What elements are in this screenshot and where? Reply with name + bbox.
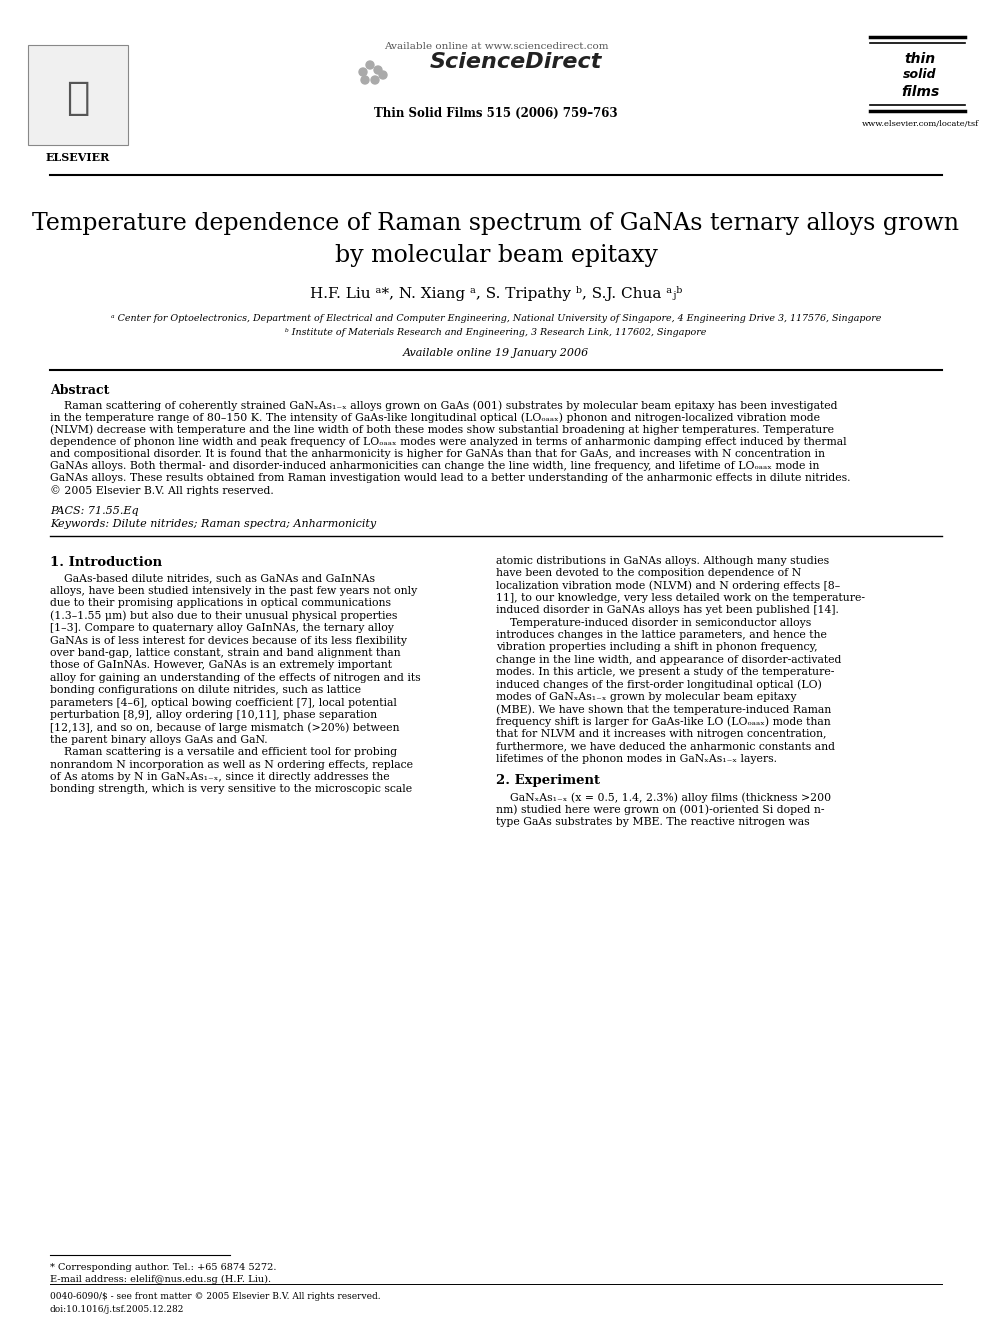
Text: modes of GaNₓAs₁₋ₓ grown by molecular beam epitaxy: modes of GaNₓAs₁₋ₓ grown by molecular be… xyxy=(496,692,797,703)
Text: Keywords: Dilute nitrides; Raman spectra; Anharmonicity: Keywords: Dilute nitrides; Raman spectra… xyxy=(50,519,376,529)
Text: 1. Introduction: 1. Introduction xyxy=(50,556,162,569)
Text: type GaAs substrates by MBE. The reactive nitrogen was: type GaAs substrates by MBE. The reactiv… xyxy=(496,818,809,827)
Text: dependence of phonon line width and peak frequency of LOₒₐₐₓ modes were analyzed: dependence of phonon line width and peak… xyxy=(50,437,846,447)
Text: GaNAs alloys. Both thermal- and disorder-induced anharmonicities can change the : GaNAs alloys. Both thermal- and disorder… xyxy=(50,460,819,471)
Text: vibration properties including a shift in phonon frequency,: vibration properties including a shift i… xyxy=(496,643,817,652)
Circle shape xyxy=(371,75,379,83)
Text: (1.3–1.55 μm) but also due to their unusual physical properties: (1.3–1.55 μm) but also due to their unus… xyxy=(50,611,398,622)
Text: those of GaInNAs. However, GaNAs is an extremely important: those of GaInNAs. However, GaNAs is an e… xyxy=(50,660,392,671)
Text: localization vibration mode (NLVM) and N ordering effects [8–: localization vibration mode (NLVM) and N… xyxy=(496,581,840,591)
Text: www.elsevier.com/locate/tsf: www.elsevier.com/locate/tsf xyxy=(861,120,979,128)
Text: (NLVM) decrease with temperature and the line width of both these modes show sub: (NLVM) decrease with temperature and the… xyxy=(50,425,834,435)
Text: ScienceDirect: ScienceDirect xyxy=(430,52,602,71)
Circle shape xyxy=(374,66,382,74)
Text: in the temperature range of 80–150 K. The intensity of GaAs-like longitudinal op: in the temperature range of 80–150 K. Th… xyxy=(50,413,820,423)
Text: GaNAs is of less interest for devices because of its less flexibility: GaNAs is of less interest for devices be… xyxy=(50,635,407,646)
Text: solid: solid xyxy=(903,67,936,81)
Text: [12,13], and so on, because of large mismatch (>20%) between: [12,13], and so on, because of large mis… xyxy=(50,722,400,733)
Text: atomic distributions in GaNAs alloys. Although many studies: atomic distributions in GaNAs alloys. Al… xyxy=(496,556,829,566)
Text: of As atoms by N in GaNₓAs₁₋ₓ, since it directly addresses the: of As atoms by N in GaNₓAs₁₋ₓ, since it … xyxy=(50,773,390,782)
Text: Temperature dependence of Raman spectrum of GaNAs ternary alloys grown: Temperature dependence of Raman spectrum… xyxy=(33,212,959,235)
Text: GaNₓAs₁₋ₓ (x = 0.5, 1.4, 2.3%) alloy films (thickness >200: GaNₓAs₁₋ₓ (x = 0.5, 1.4, 2.3%) alloy fil… xyxy=(496,792,831,803)
Text: ELSEVIER: ELSEVIER xyxy=(46,152,110,163)
Text: due to their promising applications in optical communications: due to their promising applications in o… xyxy=(50,598,391,609)
Text: alloys, have been studied intensively in the past few years not only: alloys, have been studied intensively in… xyxy=(50,586,418,595)
Text: doi:10.1016/j.tsf.2005.12.282: doi:10.1016/j.tsf.2005.12.282 xyxy=(50,1304,185,1314)
Text: H.F. Liu ᵃ*, N. Xiang ᵃ, S. Tripathy ᵇ, S.J. Chua ᵃⱼᵇ: H.F. Liu ᵃ*, N. Xiang ᵃ, S. Tripathy ᵇ, … xyxy=(310,286,682,302)
Text: [1–3]. Compare to quaternary alloy GaInNAs, the ternary alloy: [1–3]. Compare to quaternary alloy GaInN… xyxy=(50,623,394,634)
Text: ᵇ Institute of Materials Research and Engineering, 3 Research Link, 117602, Sing: ᵇ Institute of Materials Research and En… xyxy=(286,328,706,337)
Text: Available online at www.sciencedirect.com: Available online at www.sciencedirect.co… xyxy=(384,42,608,52)
Text: thin: thin xyxy=(905,52,935,66)
Circle shape xyxy=(361,75,369,83)
Text: * Corresponding author. Tel.: +65 6874 5272.: * Corresponding author. Tel.: +65 6874 5… xyxy=(50,1263,277,1271)
Circle shape xyxy=(359,67,367,75)
Text: (MBE). We have shown that the temperature-induced Raman: (MBE). We have shown that the temperatur… xyxy=(496,704,831,714)
Text: induced disorder in GaNAs alloys has yet been published [14].: induced disorder in GaNAs alloys has yet… xyxy=(496,605,839,615)
Text: GaNAs alloys. These results obtained from Raman investigation would lead to a be: GaNAs alloys. These results obtained fro… xyxy=(50,474,850,483)
Text: have been devoted to the composition dependence of N: have been devoted to the composition dep… xyxy=(496,568,802,578)
Text: modes. In this article, we present a study of the temperature-: modes. In this article, we present a stu… xyxy=(496,667,834,677)
Text: bonding strength, which is very sensitive to the microscopic scale: bonding strength, which is very sensitiv… xyxy=(50,785,412,794)
Text: 0040-6090/$ - see front matter © 2005 Elsevier B.V. All rights reserved.: 0040-6090/$ - see front matter © 2005 El… xyxy=(50,1293,381,1301)
Text: Abstract: Abstract xyxy=(50,384,109,397)
Text: nonrandom N incorporation as well as N ordering effects, replace: nonrandom N incorporation as well as N o… xyxy=(50,759,413,770)
Text: the parent binary alloys GaAs and GaN.: the parent binary alloys GaAs and GaN. xyxy=(50,734,268,745)
Text: by molecular beam epitaxy: by molecular beam epitaxy xyxy=(334,243,658,267)
Text: and compositional disorder. It is found that the anharmonicity is higher for GaN: and compositional disorder. It is found … xyxy=(50,448,825,459)
Text: furthermore, we have deduced the anharmonic constants and: furthermore, we have deduced the anharmo… xyxy=(496,742,835,751)
Text: nm) studied here were grown on (001)-oriented Si doped n-: nm) studied here were grown on (001)-ori… xyxy=(496,804,824,815)
Text: lifetimes of the phonon modes in GaNₓAs₁₋ₓ layers.: lifetimes of the phonon modes in GaNₓAs₁… xyxy=(496,754,777,763)
Text: perturbation [8,9], alloy ordering [10,11], phase separation: perturbation [8,9], alloy ordering [10,1… xyxy=(50,710,377,720)
Circle shape xyxy=(366,61,374,69)
Text: Thin Solid Films 515 (2006) 759–763: Thin Solid Films 515 (2006) 759–763 xyxy=(374,107,618,120)
Text: parameters [4–6], optical bowing coefficient [7], local potential: parameters [4–6], optical bowing coeffic… xyxy=(50,697,397,708)
Text: ᵃ Center for Optoelectronics, Department of Electrical and Computer Engineering,: ᵃ Center for Optoelectronics, Department… xyxy=(111,314,881,323)
Text: over band-gap, lattice constant, strain and band alignment than: over band-gap, lattice constant, strain … xyxy=(50,648,401,658)
Text: that for NLVM and it increases with nitrogen concentration,: that for NLVM and it increases with nitr… xyxy=(496,729,826,740)
FancyBboxPatch shape xyxy=(28,45,128,146)
Text: introduces changes in the lattice parameters, and hence the: introduces changes in the lattice parame… xyxy=(496,630,827,640)
Text: induced changes of the first-order longitudinal optical (LO): induced changes of the first-order longi… xyxy=(496,680,822,691)
Text: PACS: 71.55.Eq: PACS: 71.55.Eq xyxy=(50,505,139,516)
Text: Temperature-induced disorder in semiconductor alloys: Temperature-induced disorder in semicond… xyxy=(496,618,811,627)
Text: Available online 19 January 2006: Available online 19 January 2006 xyxy=(403,348,589,359)
Text: alloy for gaining an understanding of the effects of nitrogen and its: alloy for gaining an understanding of th… xyxy=(50,673,421,683)
Text: 11], to our knowledge, very less detailed work on the temperature-: 11], to our knowledge, very less detaile… xyxy=(496,593,865,603)
Text: bonding configurations on dilute nitrides, such as lattice: bonding configurations on dilute nitride… xyxy=(50,685,361,695)
Text: Raman scattering is a versatile and efficient tool for probing: Raman scattering is a versatile and effi… xyxy=(50,747,397,757)
Text: Raman scattering of coherently strained GaNₓAs₁₋ₓ alloys grown on GaAs (001) sub: Raman scattering of coherently strained … xyxy=(50,400,837,410)
Text: E-mail address: elelif@nus.edu.sg (H.F. Liu).: E-mail address: elelif@nus.edu.sg (H.F. … xyxy=(50,1275,271,1285)
Text: change in the line width, and appearance of disorder-activated: change in the line width, and appearance… xyxy=(496,655,841,664)
Text: films: films xyxy=(901,85,939,99)
Text: GaAs-based dilute nitrides, such as GaNAs and GaInNAs: GaAs-based dilute nitrides, such as GaNA… xyxy=(50,574,375,583)
Text: frequency shift is larger for GaAs-like LO (LOₒₐₐₓ) mode than: frequency shift is larger for GaAs-like … xyxy=(496,717,830,728)
Text: ❧: ❧ xyxy=(66,79,89,116)
Text: 2. Experiment: 2. Experiment xyxy=(496,774,600,787)
Circle shape xyxy=(379,71,387,79)
Text: © 2005 Elsevier B.V. All rights reserved.: © 2005 Elsevier B.V. All rights reserved… xyxy=(50,486,274,496)
